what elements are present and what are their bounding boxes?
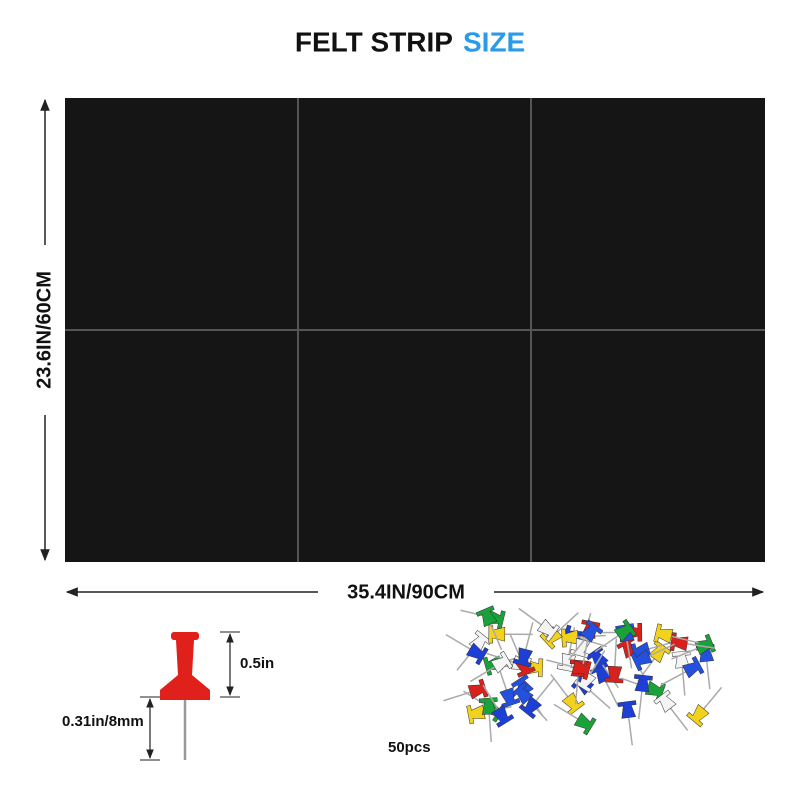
pin [633, 674, 653, 720]
pin-needle [681, 665, 686, 696]
pin-needle [518, 607, 544, 627]
pin-needle [603, 678, 619, 707]
pin-needle [489, 621, 503, 651]
pin-head [653, 689, 677, 713]
pin-needle [445, 633, 473, 651]
pin [550, 673, 585, 716]
pin-needle [582, 635, 590, 665]
pin-needle [553, 703, 580, 721]
pin-head [580, 619, 604, 643]
pin-head [571, 659, 592, 680]
pin [660, 655, 705, 686]
pin-needle [637, 689, 643, 720]
pin [445, 633, 489, 666]
pin-cluster [443, 605, 723, 746]
pin-head [475, 605, 498, 628]
pin-head [467, 678, 489, 700]
felt-panels [65, 98, 765, 562]
pin-head [160, 640, 210, 700]
pin-needle [588, 650, 606, 677]
pin-needle [669, 635, 699, 644]
pin-needle [550, 673, 570, 699]
pin [686, 686, 723, 728]
label-bg [33, 245, 57, 415]
pin-head [573, 712, 597, 736]
pin-head [669, 632, 689, 652]
pin [568, 619, 604, 661]
pin-needle [705, 659, 711, 690]
pin [475, 605, 503, 651]
pin [518, 607, 560, 642]
pin-needle [555, 612, 579, 634]
pin-head [682, 655, 705, 679]
pin-needle [684, 642, 715, 649]
quantity-label: 50pcs [388, 739, 431, 756]
pin-needle [443, 690, 473, 702]
pin-needle [587, 687, 611, 710]
pin-needle [534, 678, 555, 703]
pin-needle [546, 659, 576, 669]
pin-top [171, 632, 199, 640]
pin-needle [524, 622, 534, 652]
height-label: 23.6IN/60CM [33, 271, 55, 389]
title-accent: SIZE [463, 26, 525, 57]
pin-head [671, 650, 691, 669]
pin-head [653, 623, 674, 644]
pin-head [561, 692, 585, 716]
pin [630, 643, 675, 672]
width-label: 35.4IN/90CM [347, 581, 465, 603]
pin [460, 609, 506, 630]
pin-head [488, 624, 506, 644]
pin [617, 700, 637, 746]
pin [482, 684, 515, 728]
title-main: FELT STRIP [295, 26, 453, 57]
pin-head [518, 695, 542, 720]
pin-needle [594, 633, 621, 653]
pin [653, 623, 699, 644]
pin-needle [668, 706, 689, 731]
pin-head [499, 687, 521, 709]
needle-length-label: 0.31in/8mm [62, 713, 144, 730]
pin-needle [574, 674, 579, 705]
pin-needle [671, 647, 700, 660]
pin-needle [482, 684, 500, 712]
pin-head [512, 647, 533, 668]
pin [604, 638, 624, 684]
pin-head [686, 704, 710, 728]
pin [653, 689, 689, 731]
pin [553, 703, 597, 736]
push-pin [160, 632, 210, 760]
label-bg [318, 580, 494, 604]
pin-head [613, 618, 637, 642]
pin [443, 678, 489, 702]
pin-head [633, 674, 653, 693]
pin-needle [625, 638, 633, 669]
pin [469, 650, 514, 683]
pin-needle [568, 635, 588, 661]
pin-needle [613, 638, 618, 669]
pin [594, 618, 637, 653]
pin [546, 659, 592, 680]
pin-needle [627, 715, 634, 746]
pin-needle [488, 712, 492, 743]
pin-head [536, 618, 560, 642]
pin-head [491, 704, 515, 728]
pin-head [617, 700, 637, 719]
pin-head [466, 704, 486, 725]
pin [512, 622, 534, 668]
pin-needle [660, 670, 688, 686]
pin-needle [647, 643, 675, 658]
pin [518, 678, 555, 720]
pin-head [630, 649, 653, 672]
pin-head [604, 665, 624, 684]
pin-needle [701, 686, 723, 711]
pin-head [490, 650, 514, 674]
pin [671, 650, 691, 696]
head-height-label: 0.5in [240, 655, 274, 672]
pin-needle [469, 665, 497, 683]
pin-head [465, 642, 489, 666]
